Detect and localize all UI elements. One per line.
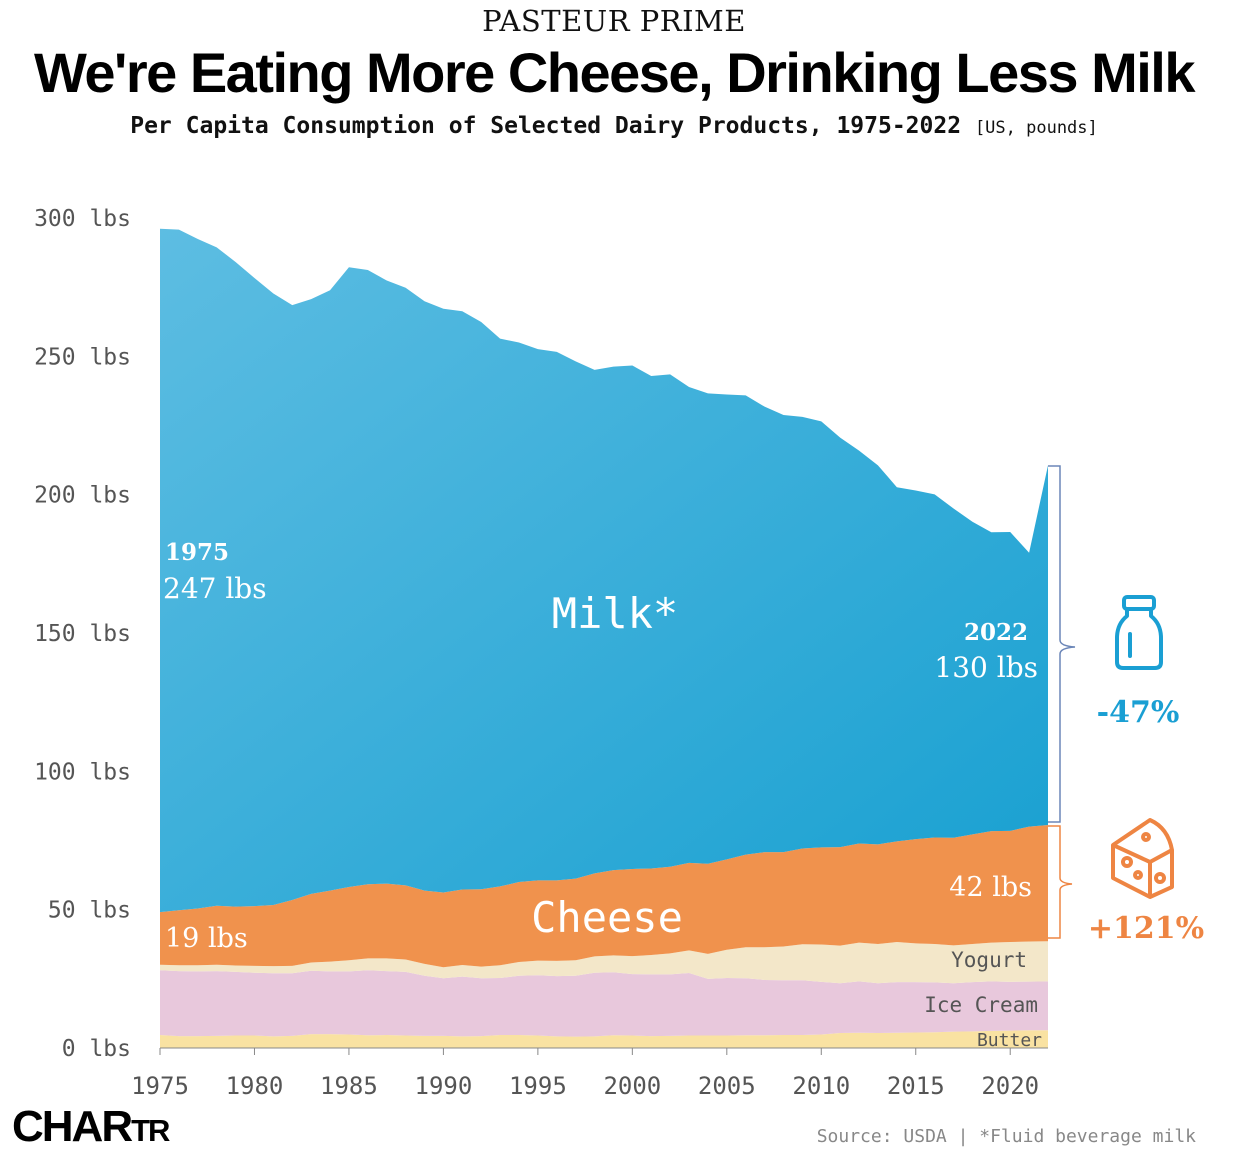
x-tick-label: 1995 <box>509 1072 567 1100</box>
y-tick-label: 300 lbs <box>34 206 131 232</box>
series-label-butter: Butter <box>977 1030 1042 1051</box>
chartr-logo: CHARTR <box>12 1102 170 1152</box>
source-note: Source: USDA | *Fluid beverage milk <box>816 1126 1196 1147</box>
milk-end-year: 2022 <box>964 619 1028 646</box>
series-label-cheese: Cheese <box>531 893 683 942</box>
milk-start-value: 247 lbs <box>163 572 267 605</box>
y-tick-label: 100 lbs <box>34 759 131 785</box>
y-tick-label: 0 lbs <box>62 1036 131 1062</box>
series-label-yogurt: Yogurt <box>951 948 1027 972</box>
y-axis: 0 lbs 50 lbs 100 lbs 150 lbs 200 lbs 250 lbs 3… <box>34 206 131 1062</box>
milk-bracket <box>1048 465 1076 823</box>
y-tick-label: 150 lbs <box>34 621 131 647</box>
chart-title: We're Eating More Cheese, Drinking Less … <box>34 41 1195 104</box>
area-yogurt <box>160 941 1048 984</box>
cheese-start-value: 19 lbs <box>165 923 248 954</box>
series-label-ice-cream: Ice Cream <box>924 993 1038 1017</box>
cheese-end-value: 42 lbs <box>949 872 1032 903</box>
y-tick-label: 50 lbs <box>48 898 131 924</box>
x-tick-label: 2010 <box>792 1072 850 1100</box>
x-tick-label: 1975 <box>131 1072 189 1100</box>
cheese-icon <box>1111 818 1174 899</box>
milk-bottle-icon <box>1115 595 1163 670</box>
area-butter <box>160 1030 1048 1048</box>
logo-main: CHAR <box>12 1102 133 1151</box>
x-tick-label: 1980 <box>226 1072 284 1100</box>
brand-name: PASTEUR PRIME <box>482 4 746 38</box>
series-label-milk: Milk* <box>552 589 678 638</box>
area-ice-cream <box>160 970 1048 1037</box>
milk-start-year: 1975 <box>165 539 229 566</box>
x-tick-label: 1985 <box>320 1072 378 1100</box>
milk-change-label: -47% <box>1097 695 1180 730</box>
area-cheese <box>160 825 1048 968</box>
logo-tail: TR <box>131 1113 170 1148</box>
x-tick-label: 2005 <box>698 1072 756 1100</box>
chart-subtitle: Per Capita Consumption of Selected Dairy… <box>0 113 1228 139</box>
x-tick-label: 2020 <box>981 1072 1039 1100</box>
area-layers <box>160 228 1048 1048</box>
cheese-change-label: +121% <box>1088 911 1204 946</box>
subtitle-text: Per Capita Consumption of Selected Dairy… <box>130 113 962 139</box>
y-tick-label: 200 lbs <box>34 483 131 509</box>
x-tick-label: 1990 <box>415 1072 473 1100</box>
subtitle-unit: [US, pounds] <box>974 118 1098 138</box>
cheese-bracket <box>1048 825 1073 939</box>
milk-end-value: 130 lbs <box>934 651 1038 684</box>
x-tick-label: 2015 <box>887 1072 945 1100</box>
area-milk <box>160 228 1048 913</box>
x-axis: 1975 1980 1985 1990 1995 2000 2005 2010 2015 2020 <box>131 1047 1048 1100</box>
x-tick-label: 2000 <box>603 1072 661 1100</box>
y-tick-label: 250 lbs <box>34 344 131 370</box>
